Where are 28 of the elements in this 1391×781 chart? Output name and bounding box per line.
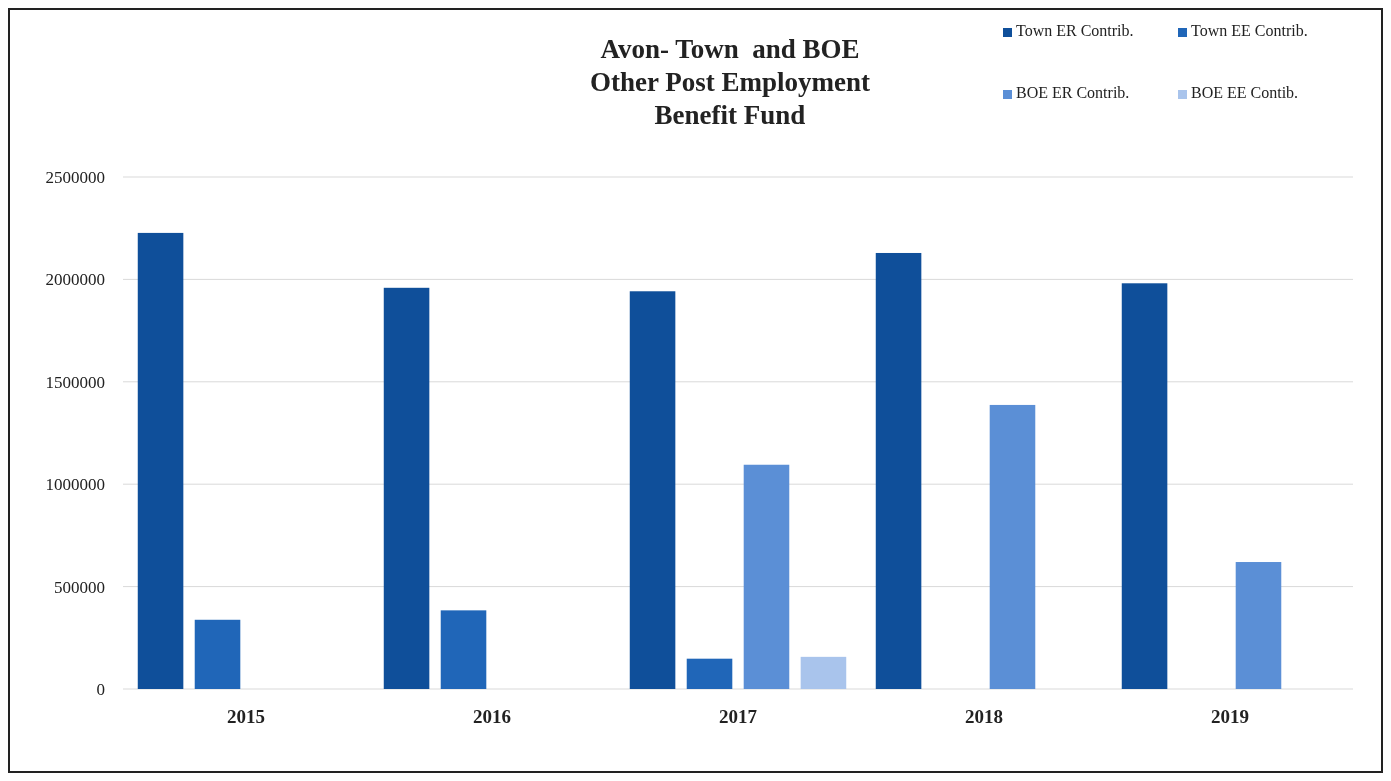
bar — [194, 619, 241, 689]
bar — [989, 404, 1036, 689]
y-tick-label: 2000000 — [45, 270, 105, 290]
legend-label: BOE ER Contrib. — [1016, 84, 1130, 101]
bar — [440, 610, 487, 689]
x-tick-label: 2015 — [227, 706, 265, 727]
y-tick-label: 500000 — [54, 577, 105, 597]
bar — [137, 232, 184, 689]
bar — [686, 658, 733, 689]
x-tick-label: 2017 — [719, 706, 758, 727]
x-tick-label: 2019 — [1211, 706, 1249, 727]
x-tick-label: 2016 — [473, 706, 511, 727]
bar — [1235, 562, 1282, 689]
y-tick-label: 2500000 — [45, 168, 105, 187]
x-tick-label: 2018 — [965, 706, 1003, 727]
bar — [383, 287, 430, 689]
y-tick-label: 1500000 — [45, 372, 105, 392]
bar — [743, 464, 790, 689]
legend-label: Town ER Contrib. — [1016, 22, 1134, 39]
bar — [875, 252, 922, 689]
legend-label: Town EE Contrib. — [1191, 22, 1308, 39]
bar — [800, 656, 847, 689]
legend-label: BOE EE Contib. — [1191, 84, 1299, 101]
chart-title: Avon- Town and BOE Other Post Employment Benefit Fund — [590, 34, 870, 130]
y-tick-label: 0 — [96, 680, 105, 699]
bar — [1121, 283, 1168, 689]
bar — [629, 291, 676, 689]
y-tick-label: 1000000 — [45, 475, 105, 495]
